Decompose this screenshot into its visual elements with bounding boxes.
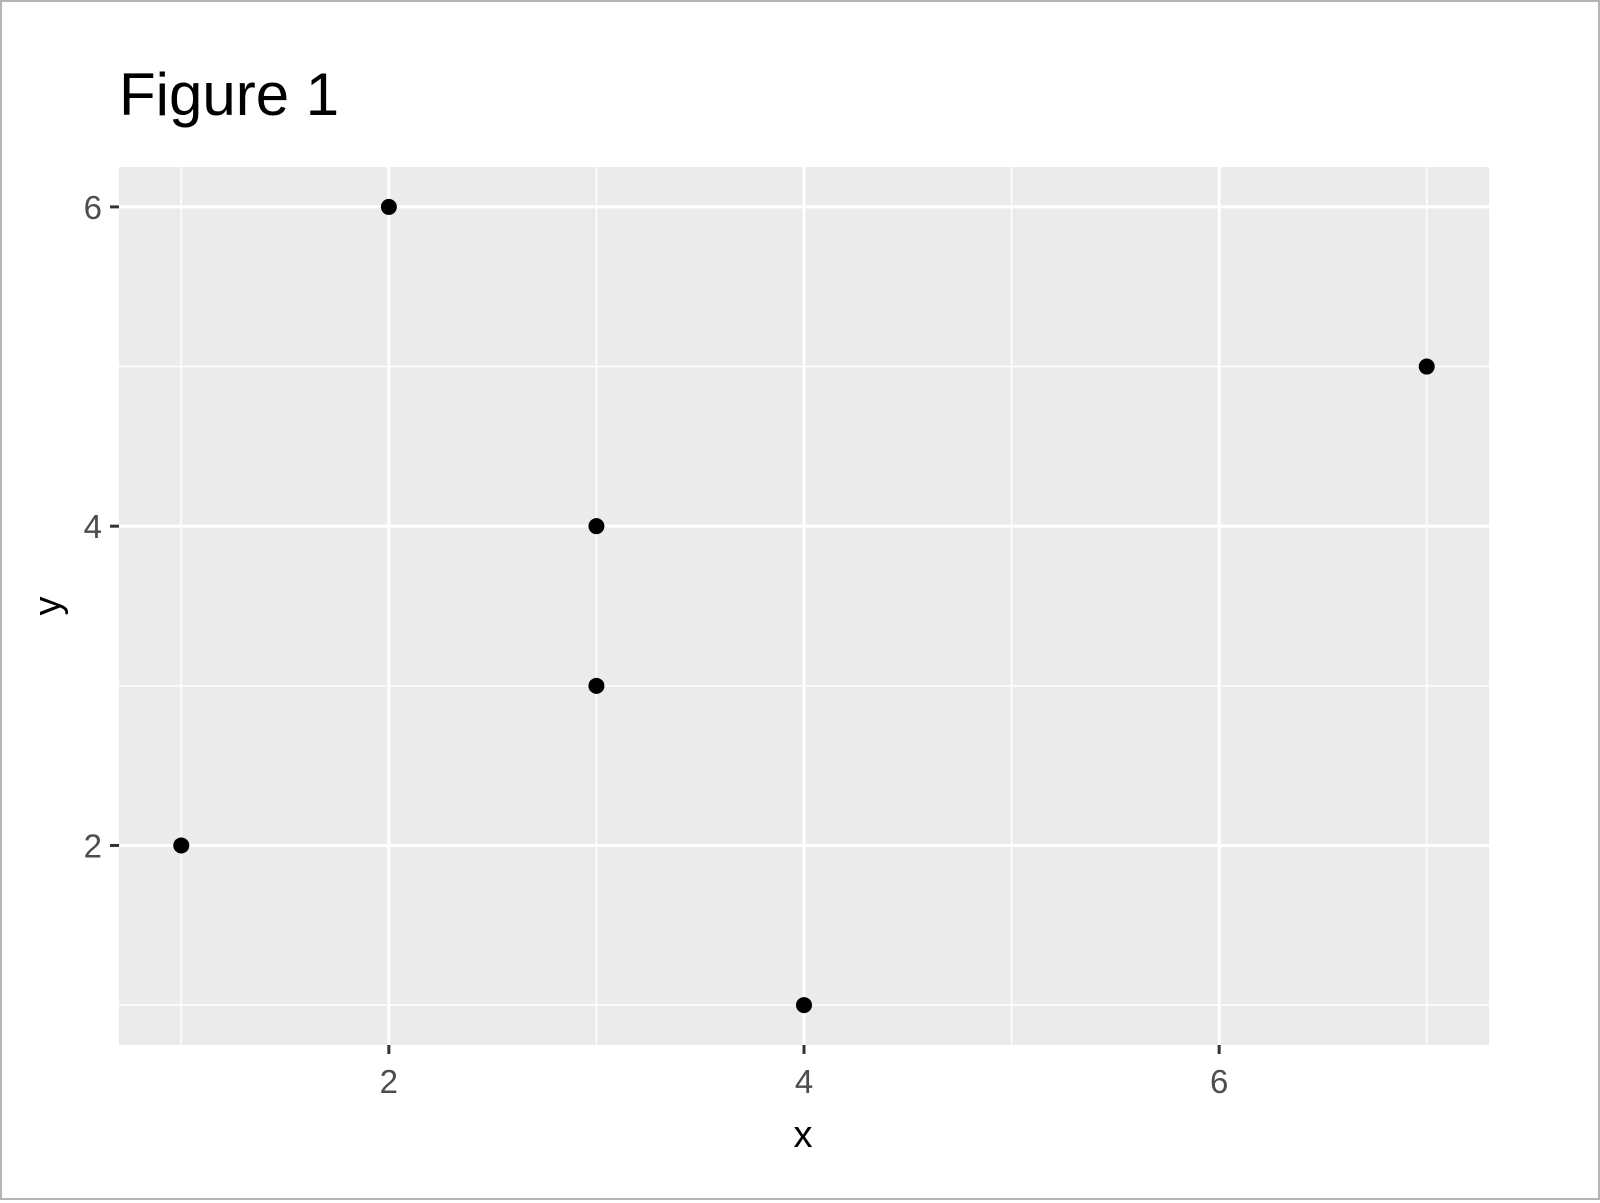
y-tick-label: 6 (84, 189, 102, 226)
y-tick-label: 2 (84, 827, 102, 864)
chart-title: Figure 1 (119, 61, 339, 128)
x-tick-label: 2 (380, 1063, 398, 1100)
major-gridlines (119, 167, 1489, 1045)
x-tick-label: 4 (795, 1063, 813, 1100)
data-point (173, 837, 190, 854)
data-point (588, 518, 605, 535)
x-axis: 2 4 6 (380, 1045, 1228, 1100)
x-axis-title: x (794, 1114, 813, 1156)
y-axis: 2 4 6 (84, 189, 119, 864)
y-axis-title: y (27, 597, 69, 616)
y-tick-label: 4 (84, 508, 102, 545)
data-point (380, 198, 397, 215)
x-tick-label: 6 (1210, 1063, 1228, 1100)
data-points (173, 198, 1435, 1014)
data-point (1418, 358, 1435, 375)
data-point (588, 677, 605, 694)
data-point (796, 997, 812, 1014)
